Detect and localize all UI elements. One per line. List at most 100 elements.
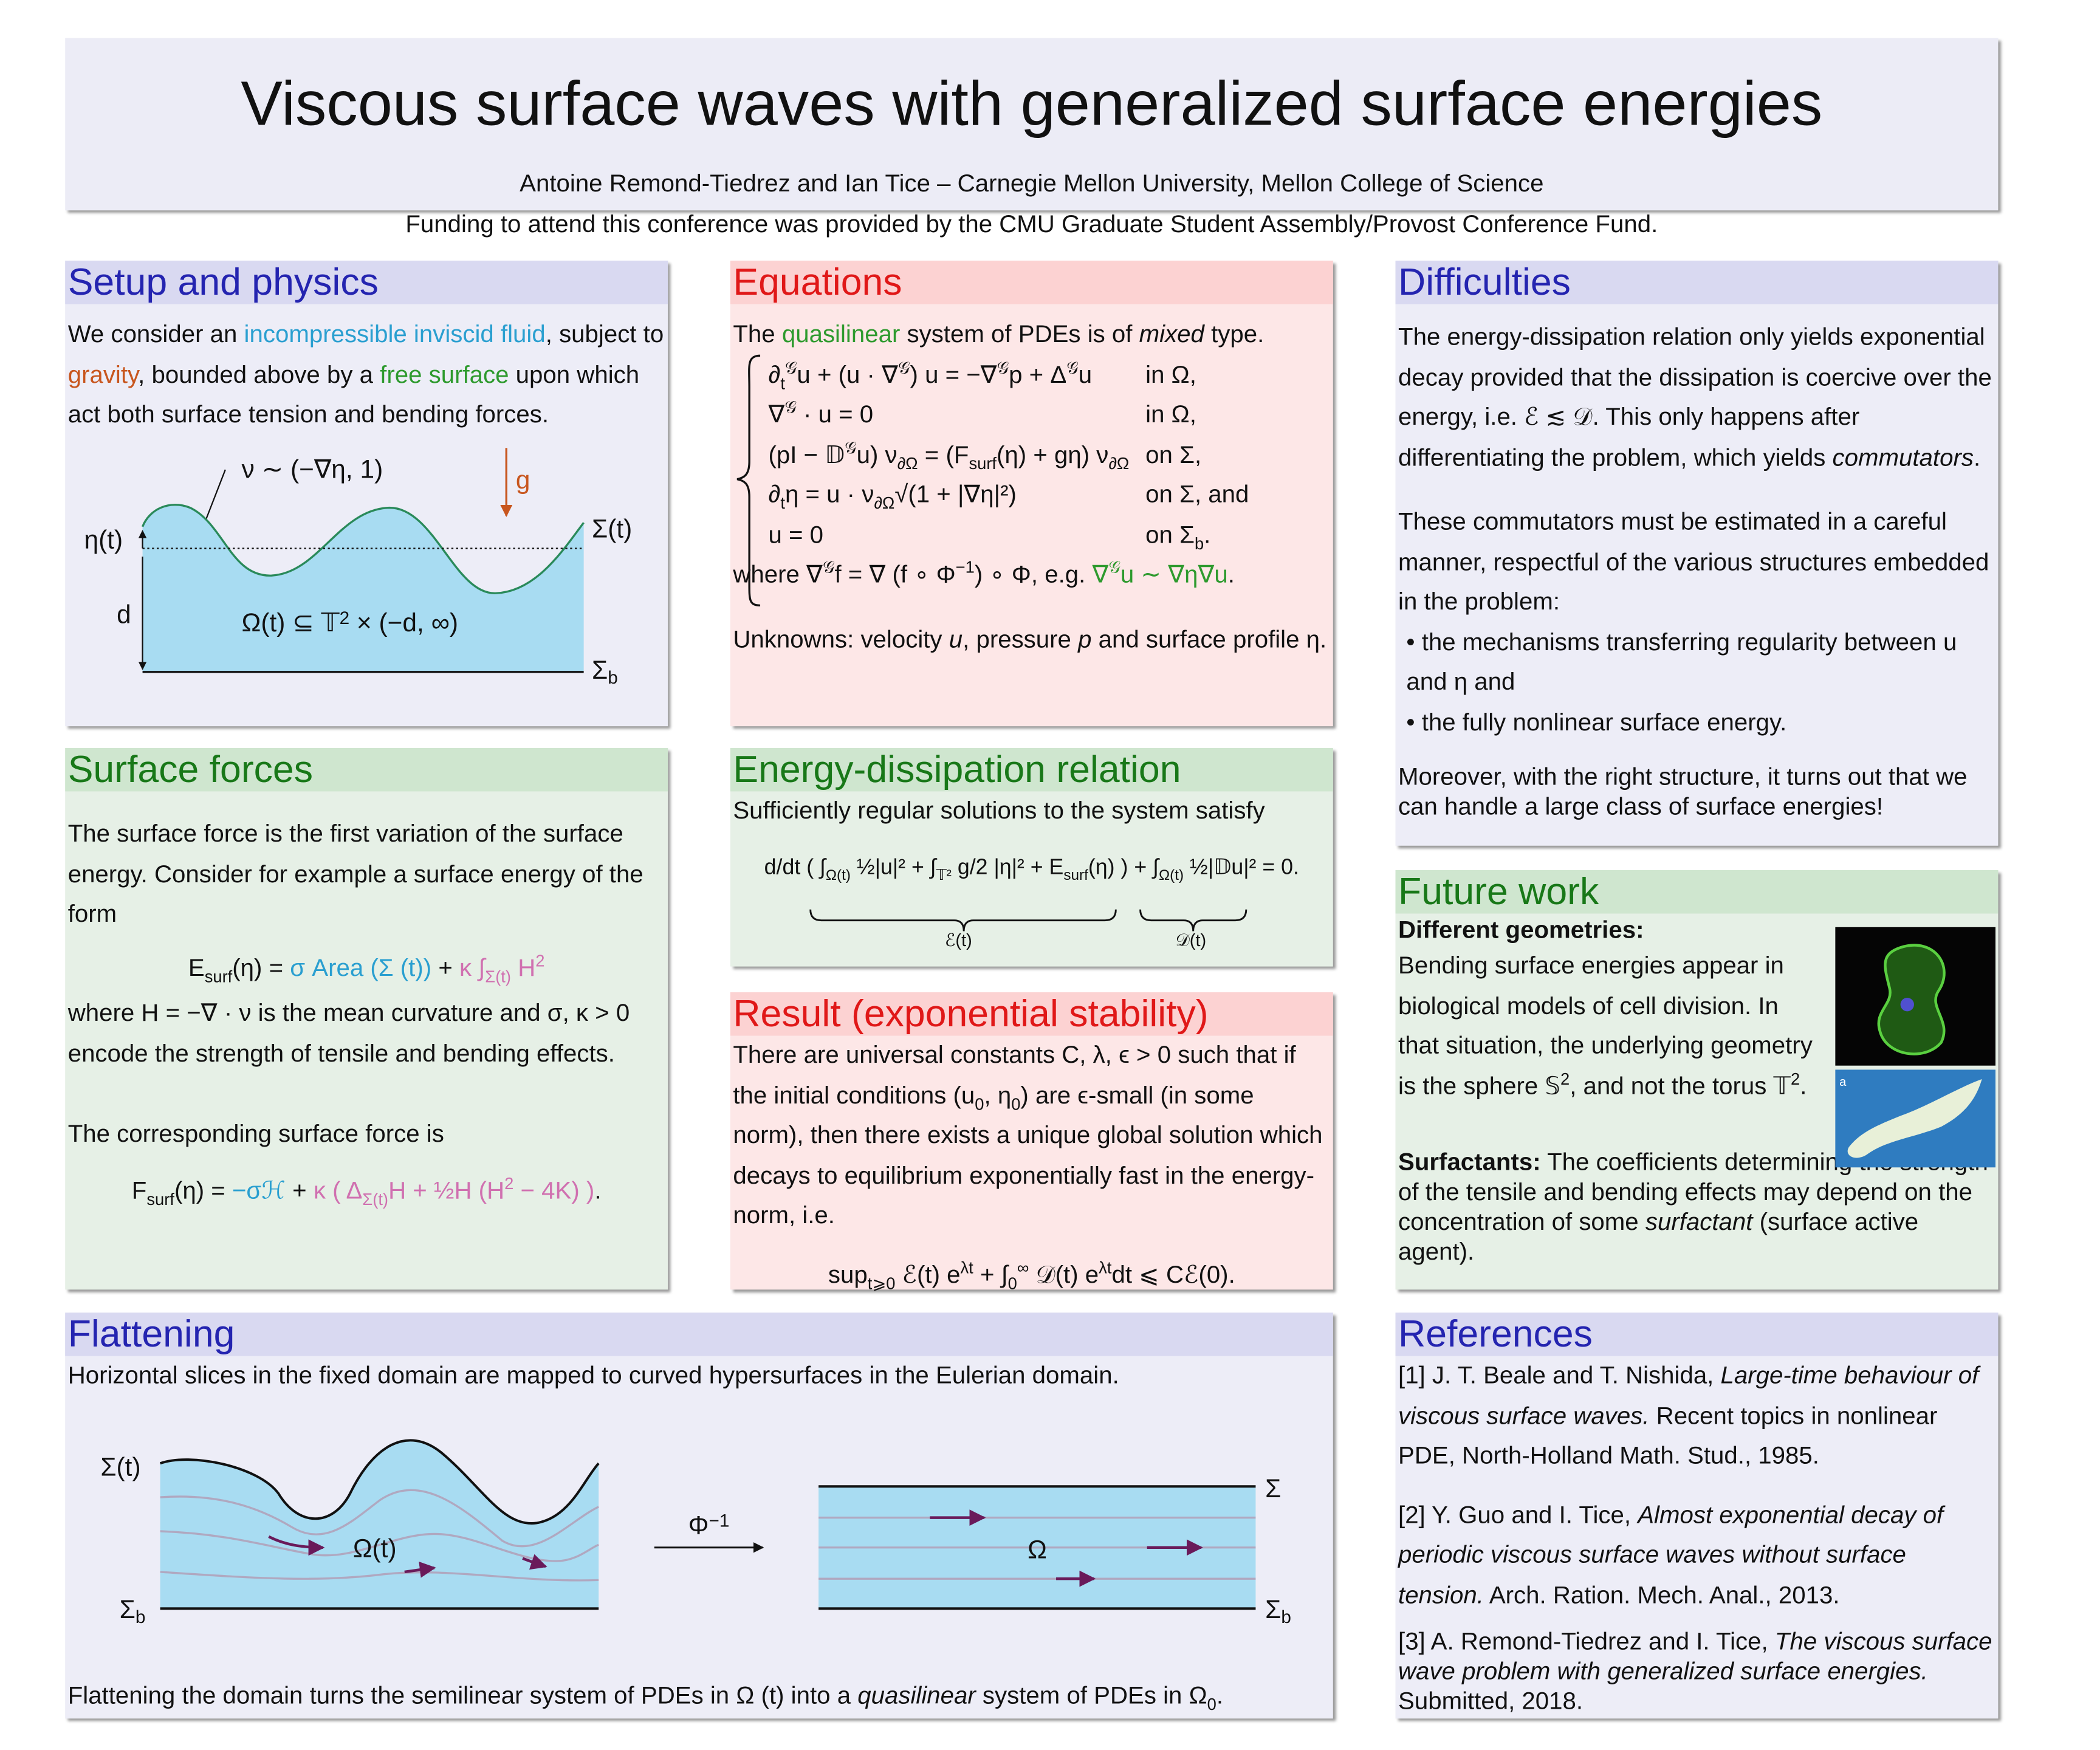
energy-panel: Energy-dissipation relation Sufficiently… <box>730 747 1333 967</box>
text-run: (η) = <box>232 953 290 981</box>
text-run: , bounded above by a <box>138 360 380 388</box>
surface-forces-panel: Surface forces The surface force is the … <box>65 747 668 1290</box>
text-run: and surface profile η. <box>1091 625 1327 653</box>
superscript: 2 <box>535 950 545 970</box>
text-run: gravity <box>67 360 139 388</box>
subscript: t⩾0 <box>867 1273 896 1292</box>
text-run: κ ( Δ <box>313 1176 363 1204</box>
paragraph: These commutators must be estimated in a… <box>1398 507 1989 616</box>
formula: supt⩾0 ℰ(t) eλt + ∫0∞ 𝒟(t) eλtdt ⩽ Cℰ(0)… <box>730 1255 1333 1295</box>
subscript: 0 <box>1207 1695 1216 1714</box>
superscript: 𝒢 <box>1066 357 1079 377</box>
subscript: surf <box>969 453 997 473</box>
paragraph: We consider an incompressible inviscid f… <box>65 315 668 435</box>
bullet: the mechanisms transferring regularity b… <box>1406 622 1998 702</box>
superscript: 2 <box>1790 1069 1800 1088</box>
subscript: Ω(t) <box>825 866 851 884</box>
text-run: Flattening the domain turns the semiline… <box>67 1681 858 1709</box>
poster-title: Viscous surface waves with generalized s… <box>241 67 1823 139</box>
text-run: . <box>1216 1681 1224 1709</box>
text-run: ) are ϵ-small (in some norm), then there… <box>733 1081 1323 1229</box>
text-run: (η) ) + ∫ <box>1088 856 1159 879</box>
authors: Antoine Remond-Tiedrez and Ian Tice – Ca… <box>520 170 1544 197</box>
text-run: ½|𝔻u|² = 0. <box>1184 856 1300 879</box>
text-run: dt ⩽ Cℰ(0). <box>1111 1260 1235 1288</box>
paragraph: The quasilinear system of PDEs is of mix… <box>730 315 1333 355</box>
bullet: the fully nonlinear surface energy. <box>1406 702 1998 743</box>
text-run: F <box>131 1176 147 1204</box>
text-run: p + Δ <box>1009 360 1067 388</box>
text-run: , subject to <box>545 320 664 348</box>
text-run: free surface <box>380 360 509 388</box>
text-run: Bending surface energies appear in biolo… <box>1398 952 1813 1099</box>
bullet-list: the mechanisms transferring regularity b… <box>1396 622 1999 743</box>
subscript: 0 <box>1011 1094 1021 1114</box>
text-run: surfactant <box>1645 1208 1753 1235</box>
paragraph: Sufficiently regular solutions to the sy… <box>733 797 1265 825</box>
text-run: + <box>431 953 459 981</box>
paragraph: where H = −∇ · ν is the mean curvature a… <box>67 999 630 1066</box>
subscript: t <box>780 373 785 393</box>
text-run: u ∼ ∇η∇u <box>1120 560 1228 588</box>
text-run: on Σ, and <box>1145 480 1249 508</box>
text-run: E <box>188 953 205 981</box>
paragraph: There are universal constants C, λ, ϵ > … <box>730 1036 1333 1237</box>
subscript: 0 <box>1007 1273 1017 1292</box>
superscript: 𝒢 <box>997 357 1009 377</box>
superscript: −1 <box>955 558 975 577</box>
text-run: where ∇ <box>733 560 823 588</box>
text-run: · u = 0 <box>796 400 874 428</box>
subscript: surf <box>204 966 233 986</box>
text-run: ∂ <box>768 360 781 388</box>
text-run: − 4K) ) <box>513 1176 595 1204</box>
subscript: Σ(t) <box>362 1189 389 1209</box>
system-row: ∂t𝒢u + (u · ∇𝒢) u = −∇𝒢p + Δ𝒢u in Ω, <box>760 355 1257 395</box>
text-run: ℰ(t) e <box>895 1260 961 1288</box>
text-run: in Ω, <box>1145 360 1196 388</box>
funding: Funding to attend this conference was pr… <box>405 210 1658 238</box>
panel-heading: References <box>1395 1312 1999 1356</box>
text-run: + ∫ <box>973 1260 1008 1288</box>
condition: on Σ, <box>1138 435 1257 475</box>
subscript: Ω(t) <box>1158 866 1184 884</box>
setup-panel: Setup and physics We consider an incompr… <box>65 260 668 727</box>
equations-panel: Equations The quasilinear system of PDEs… <box>730 260 1333 727</box>
text-run: The energy-dissipation relation only yie… <box>1398 323 1992 471</box>
text-run: sup <box>828 1260 868 1288</box>
text-run: mixed <box>1139 320 1204 348</box>
superscript: λt <box>1099 1257 1112 1277</box>
text-run: f = ∇ (f ∘ Φ <box>834 560 956 588</box>
subscript: ∂Ω <box>874 493 895 513</box>
text-run: ∂ <box>768 480 781 508</box>
system-row: ∇𝒢 · u = 0 in Ω, <box>760 395 1257 435</box>
text-run: quasilinear <box>857 1681 976 1709</box>
text-run: . <box>594 1176 602 1204</box>
text-run: d/dt ( ∫ <box>764 856 826 879</box>
subscript: 0 <box>975 1094 984 1114</box>
text-run: in Ω, <box>1145 400 1196 428</box>
paragraph: Surfactants: The coefficients determinin… <box>1396 1147 1999 1267</box>
system-row: u = 0 on Σb. <box>760 515 1257 555</box>
text-run: + <box>286 1176 314 1204</box>
superscript: λt <box>960 1257 973 1277</box>
panel-heading: Difficulties <box>1395 260 1999 304</box>
paragraph: The energy-dissipation relation only yie… <box>1396 318 1999 478</box>
subscript: 𝕋² <box>936 866 952 884</box>
superscript: ∞ <box>1017 1257 1029 1277</box>
references-panel: References [1] J. T. Beale and T. Nishid… <box>1395 1312 1999 1719</box>
text-run: κ ∫ <box>459 953 486 981</box>
paragraph: Flattening the domain turns the semiline… <box>65 1676 1226 1717</box>
panel-heading: Surface forces <box>65 747 668 792</box>
paragraph: Horizontal slices in the fixed domain ar… <box>67 1361 1119 1389</box>
equation: u = 0 <box>760 515 1138 555</box>
text-run: u + (u · ∇ <box>797 360 899 388</box>
text-run: . <box>1227 560 1235 588</box>
equation: ∂t𝒢u + (u · ∇𝒢) u = −∇𝒢p + Δ𝒢u <box>760 355 1138 395</box>
text-run: Submitted, 2018. <box>1398 1687 1584 1715</box>
text-run: . <box>1973 443 1981 471</box>
reference: [2] Y. Guo and I. Tice, Almost exponenti… <box>1396 1495 1999 1616</box>
title-bar: Viscous surface waves with generalized s… <box>65 38 1999 238</box>
system-row: ∂tη = u · ν∂Ω√(1 + |∇η|²) on Σ, and <box>760 475 1257 515</box>
